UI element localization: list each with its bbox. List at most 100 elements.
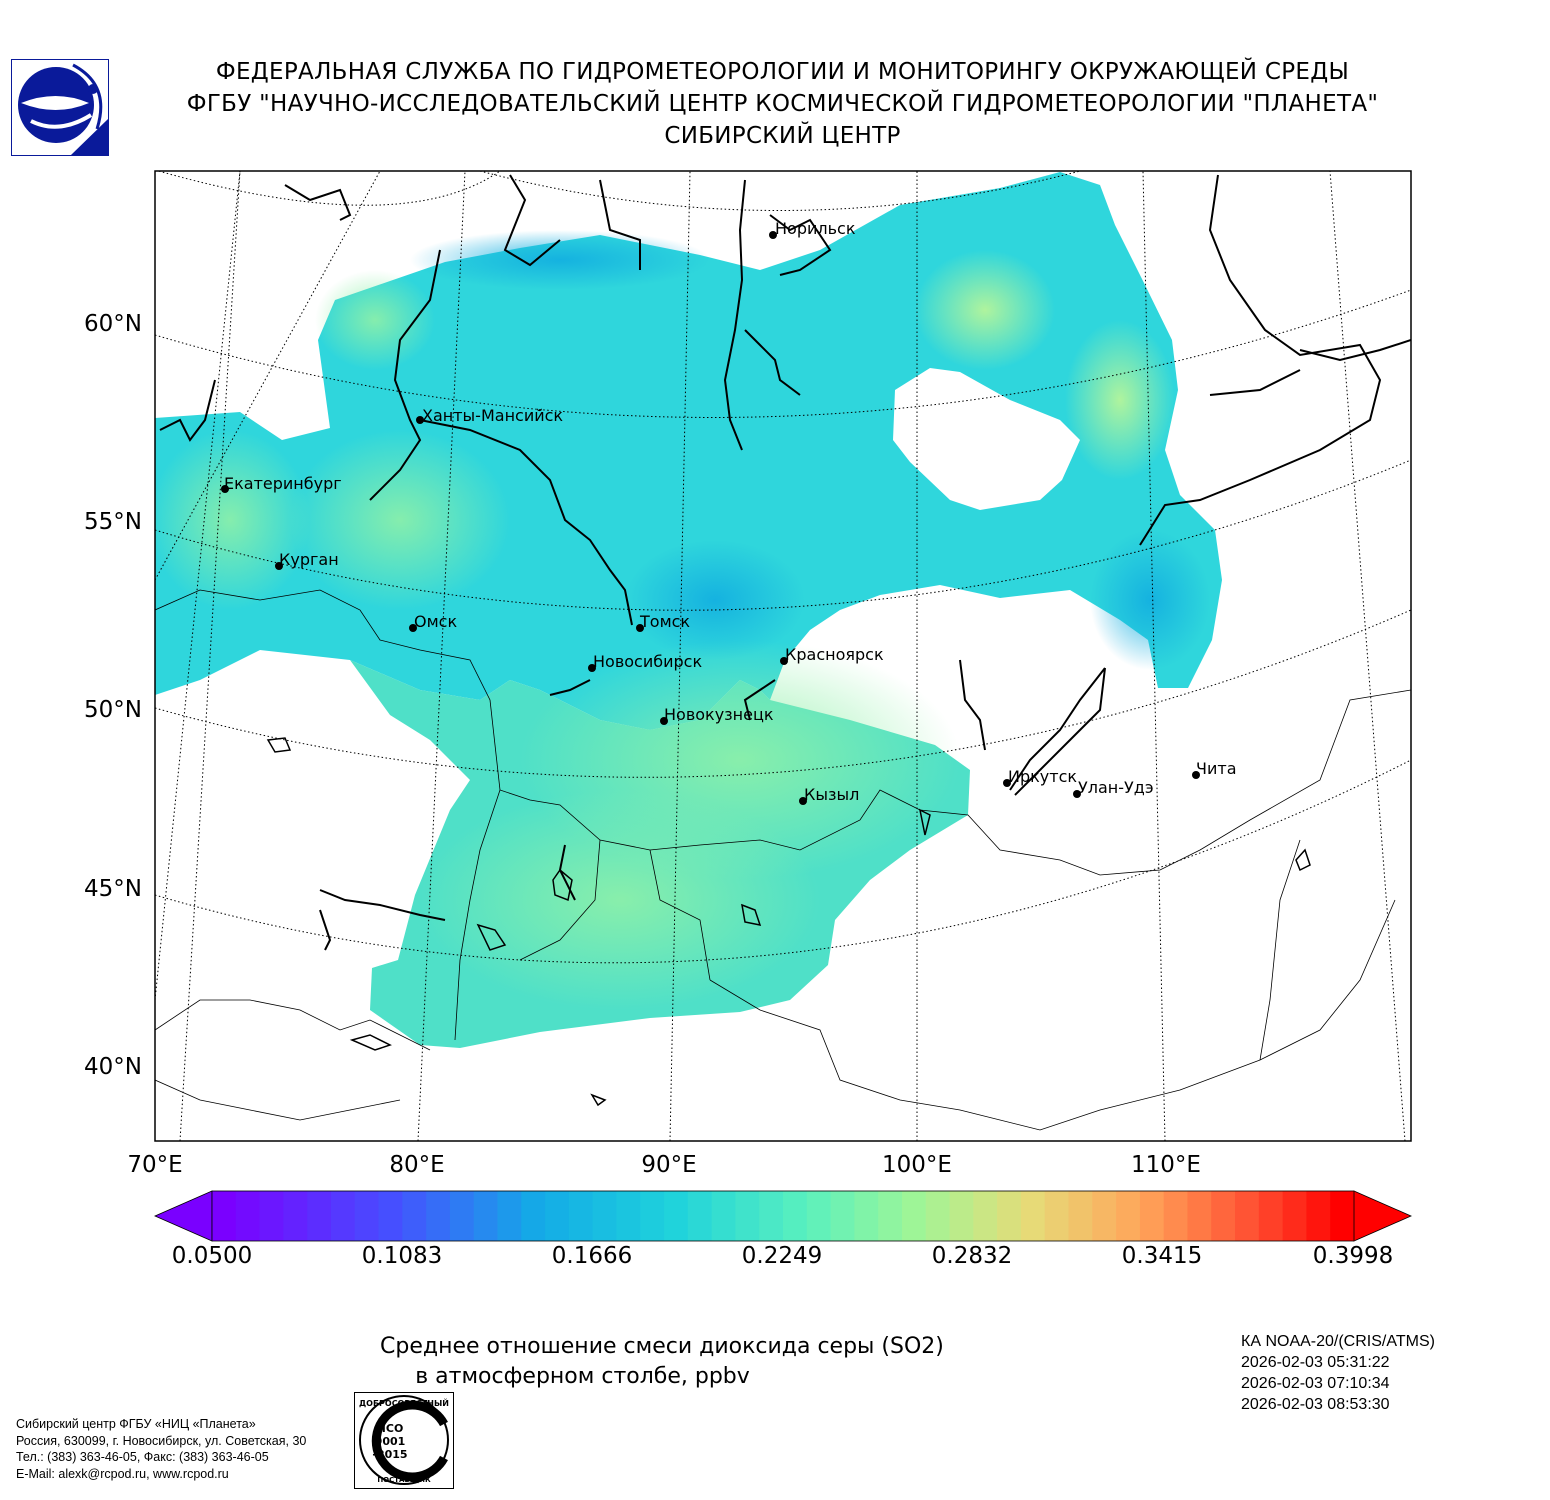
city-ulan-ude: Улан-Удэ (1078, 778, 1154, 797)
colorbar-cell (426, 1191, 451, 1241)
city-omsk: Омск (414, 612, 457, 631)
colorbar-cell (1211, 1191, 1236, 1241)
colorbar-cell (307, 1191, 332, 1241)
lon-label-100: 100°E (882, 1152, 952, 1178)
org-phone: Тел.: (383) 363-46-05, Факс: (383) 363-4… (16, 1450, 269, 1464)
lat-label-55: 55°N (84, 509, 142, 535)
city-labels: Норильск Ханты-Мансийск Екатеринбург Кур… (224, 219, 1237, 804)
borders (155, 589, 1411, 1131)
colorbar-cell (687, 1191, 713, 1241)
colorbar-cell (854, 1191, 879, 1241)
city-norilsk: Норильск (775, 219, 856, 238)
map-caption: Среднее отношение смеси диоксида серы (S… (380, 1332, 944, 1392)
lat-label-40: 40°N (84, 1054, 142, 1080)
colorbar-cell (925, 1191, 951, 1241)
colorbar-cell (1258, 1191, 1284, 1241)
colorbar-cell (878, 1191, 903, 1241)
colorbar-cell (806, 1191, 832, 1241)
lat-label-60: 60°N (84, 311, 142, 337)
city-irkutsk: Иркутск (1008, 767, 1077, 786)
lon-label-70: 70°E (127, 1152, 183, 1178)
colorbar-cell (949, 1191, 974, 1241)
map-frame (154, 170, 1412, 1142)
colorbar-cell (1139, 1191, 1165, 1241)
colorbar-cell (711, 1191, 737, 1241)
org-address: Россия, 630099, г. Новосибирск, ул. Сове… (16, 1433, 307, 1448)
city-yekaterinburg: Екатеринбург (224, 474, 342, 493)
colorbar-cell (640, 1191, 665, 1241)
colorbar-cell (973, 1191, 998, 1241)
colorbar-tick-6: 0.3998 (1312, 1243, 1394, 1269)
colorbar-cell (1116, 1191, 1141, 1241)
colorbar-cell (830, 1191, 855, 1241)
satellite-time-1: 2026-02-03 05:31:22 (1241, 1354, 1390, 1371)
lakes (266, 737, 1311, 1107)
colorbar-cell (330, 1191, 356, 1241)
city-khanty-mansiysk: Ханты-Мансийск (422, 406, 563, 425)
colorbar-cell (901, 1191, 927, 1241)
map-header: ФЕДЕРАЛЬНАЯ СЛУЖБА ПО ГИДРОМЕТЕОРОЛОГИИ … (120, 56, 1445, 152)
colorbar-cell (545, 1191, 570, 1241)
colorbar-tick-0: 0.0500 (171, 1243, 253, 1269)
colorbar-cell (402, 1191, 427, 1241)
colorbar-cell (592, 1191, 618, 1241)
colorbar-high-extend (1353, 1190, 1412, 1242)
satellite-name: КА NOAA-20/(CRIS/ATMS) (1241, 1333, 1435, 1350)
colorbar-cell (473, 1191, 499, 1241)
city-kurgan: Курган (279, 550, 339, 569)
satellite-info: КА NOAA-20/(CRIS/ATMS) 2026-02-03 05:31:… (1241, 1331, 1435, 1415)
satellite-time-2: 2026-02-03 07:10:34 (1241, 1375, 1390, 1392)
planeta-logo (11, 59, 109, 156)
caption-line2: в атмосферном столбе, ppbv (415, 1364, 750, 1389)
colorbar-cell (1235, 1191, 1260, 1241)
colorbar-cell (1044, 1191, 1070, 1241)
colorbar-tick-1: 0.1083 (361, 1243, 443, 1269)
colorbar-tick-3: 0.2249 (741, 1243, 823, 1269)
org-email: E-Mail: alexk@rcpod.ru, www.rcpod.ru (16, 1466, 229, 1481)
colorbar-cell (1187, 1191, 1212, 1241)
city-tomsk: Томск (639, 612, 690, 631)
colorbar-cell (1092, 1191, 1117, 1241)
svg-text:-2015: -2015 (372, 1448, 407, 1461)
header-institute: ФГБУ "НАУЧНО-ИССЛЕДОВАТЕЛЬСКИЙ ЦЕНТР КОС… (186, 91, 1379, 117)
caption-line1: Среднее отношение смеси диоксида серы (S… (380, 1334, 944, 1359)
colorbar-cell (783, 1191, 808, 1241)
colorbar-cell (568, 1191, 594, 1241)
colorbar-cell (1306, 1191, 1331, 1241)
colorbar-cell (616, 1191, 641, 1241)
rivers (159, 174, 1411, 951)
city-markers (221, 231, 1200, 805)
lon-label-110: 110°E (1131, 1152, 1201, 1178)
organization-contacts: Сибирский центр ФГБУ «НИЦ «Планета» Росс… (16, 1416, 306, 1482)
colorbar-cell (735, 1191, 760, 1241)
colorbar-tick-4: 0.2832 (931, 1243, 1013, 1269)
colorbar-cell (664, 1191, 689, 1241)
lat-label-50: 50°N (84, 697, 142, 723)
colorbar-cell (283, 1191, 308, 1241)
colorbar-tick-2: 0.1666 (551, 1243, 633, 1269)
colorbar-cell (997, 1191, 1022, 1241)
city-novosibirsk: Новосибирск (593, 652, 702, 671)
lon-label-80: 80°E (389, 1152, 445, 1178)
graticule (155, 171, 1411, 1141)
colorbar (154, 1190, 1412, 1242)
colorbar-cell (235, 1191, 261, 1241)
satellite-time-3: 2026-02-03 08:53:30 (1241, 1396, 1390, 1413)
colorbar-cell (1163, 1191, 1189, 1241)
city-novokuznetsk: Новокузнецк (664, 705, 774, 724)
lat-label-45: 45°N (84, 876, 142, 902)
svg-text:9001: 9001 (375, 1435, 406, 1448)
svg-text:ДОБРОСОВЕСТНЫЙ: ДОБРОСОВЕСТНЫЙ (359, 1397, 449, 1408)
colorbar-cell (497, 1191, 522, 1241)
lon-label-90: 90°E (641, 1152, 697, 1178)
city-krasnoyarsk: Красноярск (785, 645, 884, 664)
colorbar-tick-5: 0.3415 (1121, 1243, 1203, 1269)
colorbar-cell (759, 1191, 784, 1241)
colorbar-cell (1282, 1191, 1308, 1241)
colorbar-cell (1068, 1191, 1093, 1241)
org-name: Сибирский центр ФГБУ «НИЦ «Планета» (16, 1417, 256, 1431)
city-chita: Чита (1196, 759, 1237, 778)
colorbar-cell (378, 1191, 403, 1241)
iso-9001-badge: ДОБРОСОВЕСТНЫЙ ИСО 9001 -2015 ПОСТАВЩИК (354, 1392, 454, 1489)
